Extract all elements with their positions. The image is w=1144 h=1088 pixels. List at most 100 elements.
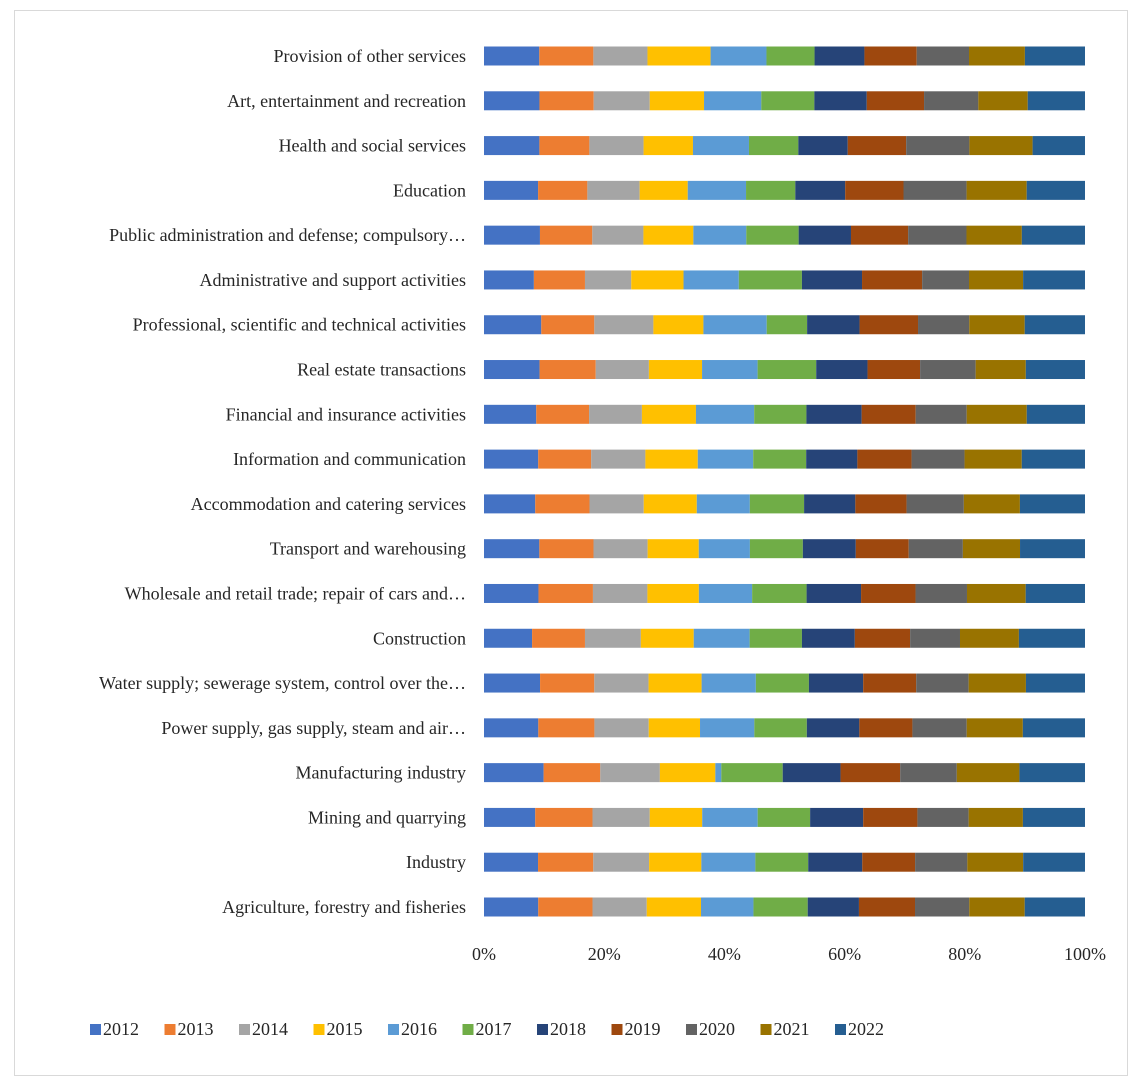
bar-segment-2016: [701, 852, 756, 872]
bar-segment-2017: [766, 315, 808, 335]
bar-segment-2021: [969, 315, 1025, 335]
bar-segment-2012: [484, 763, 544, 783]
bar-segment-2020: [916, 46, 970, 66]
legend-label-2018: 2018: [550, 1019, 586, 1039]
category-label: Water supply; sewerage system, control o…: [99, 673, 466, 693]
bar-segment-2017: [746, 225, 799, 245]
bar-segment-2019: [857, 449, 912, 469]
bar-segment-2018: [806, 404, 862, 424]
bar-segment-2018: [795, 180, 846, 200]
bar-segment-2017: [749, 539, 803, 559]
bar-segment-2016: [692, 136, 749, 156]
category-label: Accommodation and catering services: [191, 494, 466, 514]
bar-segment-2017: [746, 180, 796, 200]
bar-segment-2015: [649, 807, 703, 827]
legend-label-2015: 2015: [327, 1019, 363, 1039]
bar-segment-2017: [738, 270, 802, 290]
category-label: Real estate transactions: [297, 360, 466, 380]
bar-segment-2021: [967, 852, 1024, 872]
legend-label-2017: 2017: [476, 1019, 512, 1039]
bar-segment-2022: [1027, 91, 1085, 111]
bar-segment-2013: [538, 852, 594, 872]
category-label: Wholesale and retail trade; repair of ca…: [125, 583, 466, 603]
bar-segment-2016: [715, 763, 722, 783]
bar-segment-2015: [647, 583, 699, 603]
bar-segment-2013: [543, 763, 601, 783]
legend-swatch-2013: [164, 1024, 176, 1035]
bar-segment-2013: [538, 180, 588, 200]
bar-segment-2016: [701, 673, 756, 693]
bar-segment-2014: [591, 449, 646, 469]
legend-swatch-2018: [537, 1024, 548, 1035]
bar-segment-2016: [695, 404, 755, 424]
bar-segment-2020: [920, 360, 976, 380]
x-tick-label: 40%: [708, 944, 741, 964]
bar-segment-2020: [911, 449, 965, 469]
bar-segment-2018: [806, 449, 858, 469]
bar-segment-2022: [1024, 897, 1085, 917]
bar-segment-2020: [924, 91, 979, 111]
x-tick-label: 60%: [828, 944, 861, 964]
category-label: Financial and insurance activities: [226, 404, 466, 424]
bar-segment-2014: [594, 673, 649, 693]
bar-segment-2012: [484, 404, 537, 424]
bar-segment-2016: [698, 583, 753, 603]
bar-segment-2019: [847, 136, 907, 156]
bar-segment-2022: [1025, 360, 1085, 380]
bar-segment-2012: [484, 897, 539, 917]
bar-segment-2022: [1018, 628, 1085, 648]
bar-segment-2015: [653, 315, 704, 335]
bar-segment-2015: [641, 404, 696, 424]
bar-segment-2021: [969, 897, 1025, 917]
x-tick-label: 100%: [1064, 944, 1106, 964]
bar-segment-2015: [649, 852, 702, 872]
bar-segment-2022: [1022, 807, 1085, 827]
bar-segment-2016: [687, 180, 747, 200]
bar-segment-2018: [801, 270, 863, 290]
bar-segment-2021: [963, 494, 1020, 514]
bar-segment-2022: [1019, 763, 1085, 783]
bar-segment-2021: [966, 404, 1027, 424]
bar-segment-2015: [648, 360, 703, 380]
bar-segment-2017: [753, 897, 808, 917]
bar-segment-2019: [864, 46, 917, 66]
bar-segment-2012: [484, 807, 536, 827]
bar-segment-2016: [702, 807, 758, 827]
bar-segment-2012: [484, 360, 540, 380]
bar-segment-2021: [968, 673, 1026, 693]
bar-segment-2015: [643, 494, 697, 514]
legend-label-2012: 2012: [103, 1019, 139, 1039]
bar-segment-2020: [915, 404, 967, 424]
bar-segment-2016: [710, 46, 767, 66]
legend-swatch-2014: [239, 1024, 250, 1035]
bar-segment-2013: [538, 583, 593, 603]
bar-segment-2012: [484, 494, 536, 514]
bar-segment-2012: [484, 673, 541, 693]
category-label: Power supply, gas supply, steam and air…: [161, 718, 466, 738]
bar-segment-2013: [538, 718, 595, 738]
bar-segment-2017: [753, 449, 807, 469]
bar-segment-2016: [698, 539, 750, 559]
bar-segment-2012: [484, 180, 539, 200]
bar-segment-2022: [1025, 583, 1085, 603]
bar-segment-2014: [592, 225, 644, 245]
x-tick-label: 0%: [472, 944, 496, 964]
bar-segment-2014: [589, 494, 644, 514]
bar-segment-2013: [541, 315, 595, 335]
bar-segment-2014: [594, 315, 654, 335]
bar-segment-2014: [600, 763, 660, 783]
bar-segment-2021: [966, 583, 1026, 603]
bar-segment-2022: [1023, 270, 1085, 290]
bar-segment-2015: [649, 91, 705, 111]
bar-segment-2013: [539, 46, 594, 66]
category-label: Health and social services: [279, 136, 466, 156]
bar-segment-2015: [640, 628, 694, 648]
bar-segment-2015: [643, 225, 694, 245]
bar-segment-2017: [749, 628, 802, 648]
bar-segment-2018: [814, 91, 867, 111]
bar-segment-2016: [693, 628, 750, 648]
bar-segment-2018: [806, 718, 860, 738]
bar-segment-2020: [922, 270, 970, 290]
bar-segment-2018: [816, 360, 868, 380]
